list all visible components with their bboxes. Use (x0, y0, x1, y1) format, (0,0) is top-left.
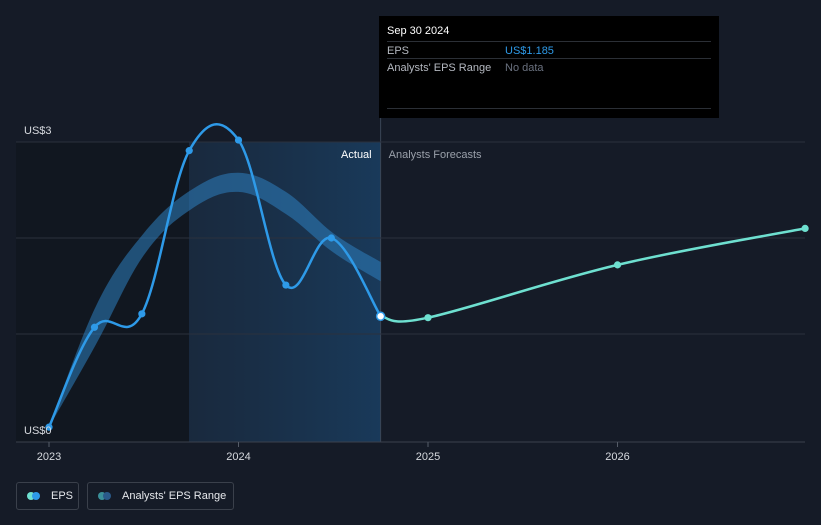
eps-forecast-line (379, 227, 807, 323)
tooltip-range-value: No data (505, 62, 544, 74)
forecast-label: Analysts Forecasts (389, 149, 482, 161)
eps-forecast-point-1 (424, 314, 432, 322)
x-tick-label-2024: 2024 (226, 451, 250, 463)
tooltip-row-eps: EPS US$1.185 (387, 41, 711, 59)
eps-range-band (49, 172, 381, 428)
eps-legend-icon (27, 492, 41, 500)
tooltip-panel: Sep 30 2024 EPS US$1.185 Analysts' EPS R… (379, 16, 719, 118)
eps-actual-point-2 (138, 310, 146, 318)
eps-actual-point-4 (234, 136, 243, 144)
eps-actual-point-1 (90, 323, 99, 331)
y-label-top: US$3 (24, 125, 52, 137)
eps-forecast-point-2 (613, 261, 622, 269)
eps-actual-point-5 (282, 281, 290, 289)
tooltip-date: Sep 30 2024 (387, 25, 450, 37)
eps-actual-point-3 (185, 147, 193, 155)
legend-item-eps[interactable]: EPS (16, 482, 79, 510)
eps-actual-line (47, 122, 382, 429)
tooltip-eps-value: US$1.185 (505, 45, 554, 57)
tooltip-row-range: Analysts' EPS Range No data (387, 58, 711, 76)
tooltip-divider (387, 108, 711, 110)
eps-actual-point-0 (45, 423, 53, 431)
eps-actual-point-6 (327, 234, 335, 242)
eps-actual-point-7 (375, 311, 386, 321)
x-tick-label-2025: 2025 (416, 451, 440, 463)
legend-label-range: Analysts' EPS Range (122, 490, 227, 502)
x-tick-label-2023: 2023 (37, 451, 61, 463)
tooltip-eps-label: EPS (387, 45, 410, 57)
legend-label-eps: EPS (51, 490, 74, 502)
past-shade (16, 142, 189, 442)
actual-label: Actual (341, 149, 372, 161)
x-tick-label-2026: 2026 (605, 451, 629, 463)
tooltip-range-label: Analysts' EPS Range (387, 62, 492, 74)
range-legend-icon (98, 492, 112, 500)
eps-forecast-point-3 (801, 224, 809, 232)
legend-item-range[interactable]: Analysts' EPS Range (87, 482, 234, 510)
y-label-bottom: US$0 (24, 425, 52, 437)
